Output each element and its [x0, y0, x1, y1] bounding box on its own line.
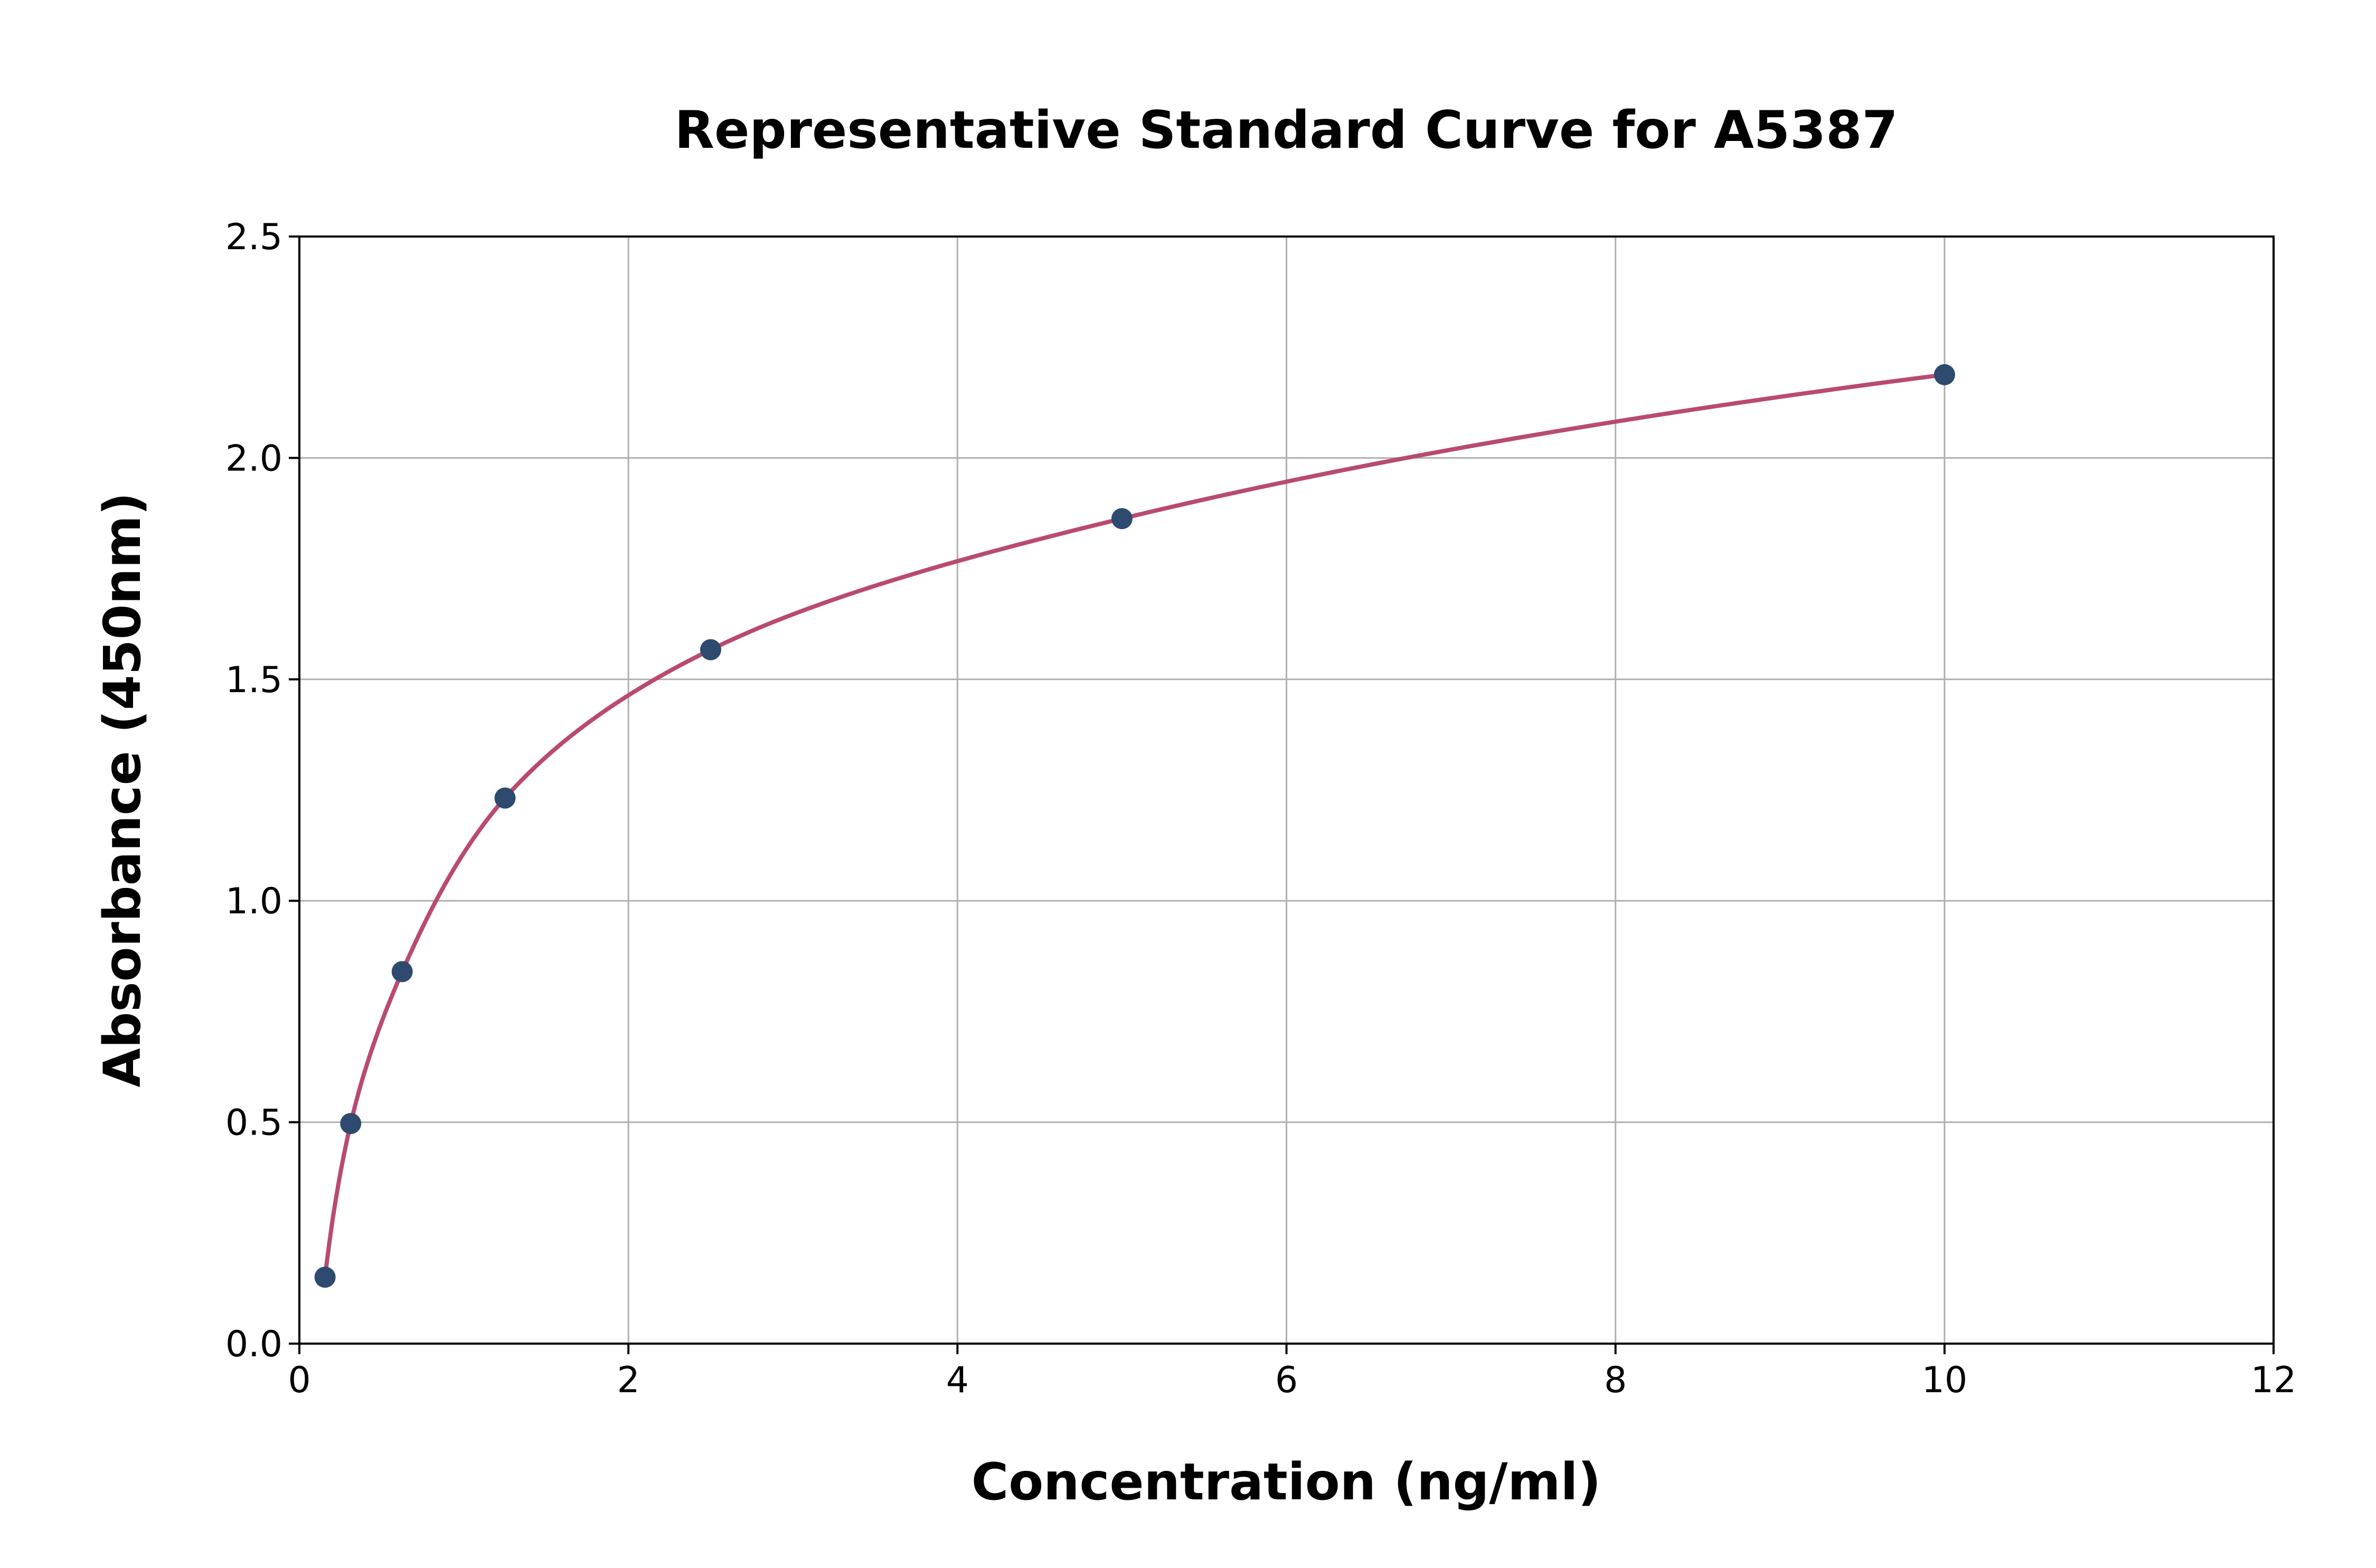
- x-tick-label: 0: [288, 1359, 310, 1401]
- y-tick-label: 1.5: [225, 659, 282, 701]
- y-tick-label: 1.0: [225, 881, 282, 922]
- y-axis-label: Absorbance (450nm): [93, 492, 152, 1087]
- x-axis-label: Concentration (ng/ml): [972, 1452, 1601, 1512]
- chart-title: Representative Standard Curve for A5387: [674, 100, 1898, 160]
- data-point: [340, 1113, 362, 1135]
- data-point: [314, 1267, 336, 1288]
- x-tick-label: 8: [1604, 1359, 1627, 1401]
- y-tick-label: 2.0: [225, 438, 282, 479]
- fit-curve: [323, 372, 1945, 1278]
- y-tick-label: 2.5: [225, 216, 282, 258]
- x-tick-label: 10: [1922, 1359, 1968, 1401]
- fit-curve-group: [323, 372, 1945, 1278]
- grid: [298, 235, 2275, 1345]
- data-point: [1111, 508, 1133, 530]
- y-tick-label: 0.5: [225, 1102, 282, 1144]
- ticks: 0 2 4 6 8 10 12 0.0 0.5 1.0 1.5 2.0 2.5: [225, 216, 2296, 1401]
- x-tick-label: 4: [946, 1359, 969, 1401]
- y-tick-label: 0.0: [225, 1324, 282, 1365]
- data-point: [494, 787, 516, 809]
- data-point: [700, 639, 721, 660]
- data-point: [1934, 364, 1955, 385]
- data-points: [314, 364, 1955, 1288]
- x-tick-label: 6: [1275, 1359, 1298, 1401]
- x-tick-label: 2: [617, 1359, 640, 1401]
- data-point: [391, 961, 413, 983]
- x-tick-label: 12: [2251, 1359, 2297, 1401]
